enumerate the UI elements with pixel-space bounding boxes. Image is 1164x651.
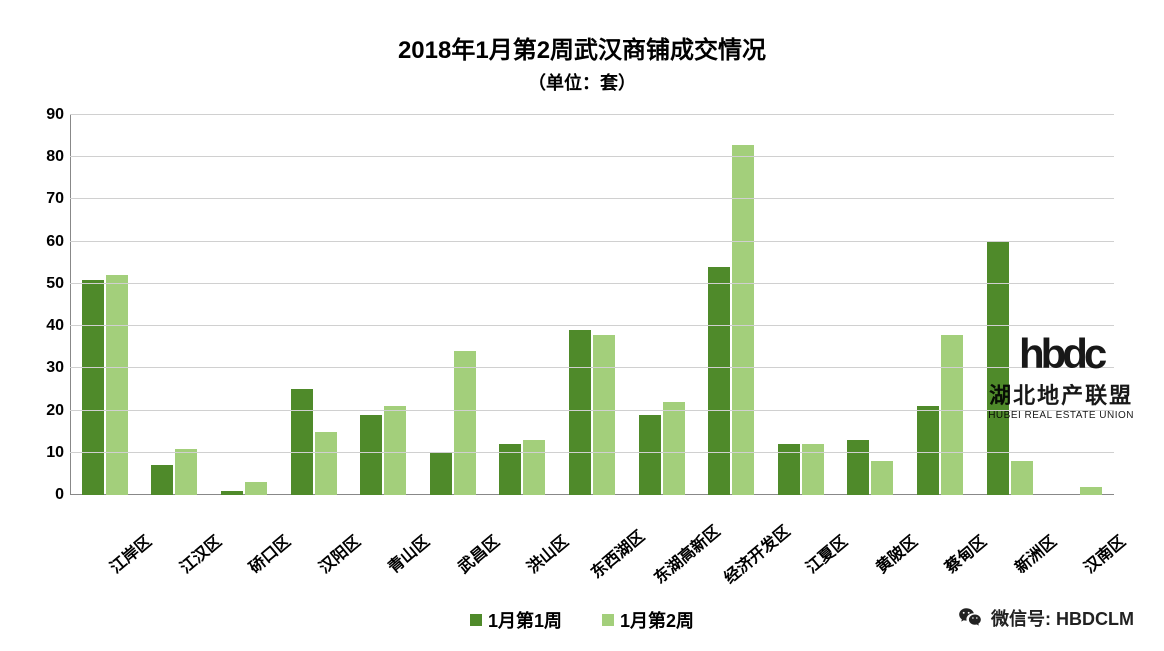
bar [106,275,128,495]
bar-group [1044,115,1114,495]
bars-region [70,115,1114,495]
legend-swatch [602,614,614,626]
bar-group [696,115,766,495]
bar [917,406,939,495]
x-tick-label: 经济开发区 [705,503,795,588]
x-tick-label: 硚口区 [218,503,307,588]
y-gridline [70,410,1114,411]
bar [639,415,661,495]
bar [82,280,104,495]
bar [430,453,452,495]
bar-group [140,115,210,495]
bar [593,335,615,495]
legend-label: 1月第1周 [488,607,562,633]
y-gridline [70,156,1114,157]
bar-group [348,115,418,495]
y-tick-label: 0 [55,486,64,504]
legend-swatch [470,614,482,626]
wechat-watermark: 微信号: HBDCLM [957,605,1134,631]
bar-group [209,115,279,495]
bar-group [766,115,836,495]
y-tick-label: 10 [46,444,64,462]
x-tick-label: 江夏区 [775,503,864,588]
plot-area: 0102030405060708090 [70,115,1114,495]
wechat-icon [957,605,983,631]
bar [569,330,591,495]
x-axis-labels: 江岸区江汉区硚口区汉阳区青山区武昌区洪山区东西湖区东湖高新区经济开发区江夏区黄陂… [70,503,1114,547]
bar [732,145,754,495]
y-tick-label: 70 [46,190,64,208]
bar [663,402,685,495]
bar [245,482,267,495]
x-tick-label: 东湖高新区 [635,503,725,588]
x-tick-label: 武昌区 [426,503,515,588]
y-tick-label: 40 [46,317,64,335]
bar [941,335,963,495]
bar-group [418,115,488,495]
y-tick-label: 80 [46,148,64,166]
bar [315,432,337,495]
y-axis: 0102030405060708090 [30,115,70,495]
y-tick-label: 60 [46,233,64,251]
y-gridline [70,283,1114,284]
bar [221,491,243,495]
bar-group [627,115,697,495]
bar [454,351,476,495]
bar-group [488,115,558,495]
bar-group [836,115,906,495]
x-tick-label: 汉阳区 [287,503,376,588]
y-gridline [70,452,1114,453]
y-gridline [70,241,1114,242]
x-tick-label: 东西湖区 [565,503,654,588]
bar-group [905,115,975,495]
y-gridline [70,114,1114,115]
legend-label: 1月第2周 [620,607,694,633]
bar [151,465,173,495]
x-tick-label: 江岸区 [79,503,168,588]
y-tick-label: 90 [46,106,64,124]
legend-item: 1月第1周 [470,607,562,633]
y-gridline [70,367,1114,368]
x-tick-label: 江汉区 [148,503,237,588]
y-gridline [70,198,1114,199]
y-tick-label: 30 [46,359,64,377]
bar [384,406,406,495]
chart-title: 2018年1月第2周武汉商铺成交情况 [20,30,1144,65]
bar-group [279,115,349,495]
x-tick-label: 青山区 [357,503,446,588]
bar [360,415,382,495]
bar [291,389,313,495]
legend-item: 1月第2周 [602,607,694,633]
chart-subtitle: （单位：套） [20,69,1144,95]
bar-group [557,115,627,495]
bar [523,440,545,495]
y-tick-label: 20 [46,402,64,420]
y-gridline [70,325,1114,326]
bar [1080,487,1102,495]
bar [175,449,197,495]
chart-container: 2018年1月第2周武汉商铺成交情况 （单位：套） 01020304050607… [0,0,1164,651]
bar [1011,461,1033,495]
x-tick-label: 黄陂区 [844,503,933,588]
bar [708,267,730,495]
y-tick-label: 50 [46,275,64,293]
bar-group [70,115,140,495]
bar [871,461,893,495]
x-tick-label: 蔡甸区 [914,503,1003,588]
bar [847,440,869,495]
wechat-label: 微信号: HBDCLM [991,605,1134,631]
x-tick-label: 新洲区 [983,503,1072,588]
x-tick-label: 汉南区 [1053,503,1142,588]
bar-group [975,115,1045,495]
x-tick-label: 洪山区 [496,503,585,588]
